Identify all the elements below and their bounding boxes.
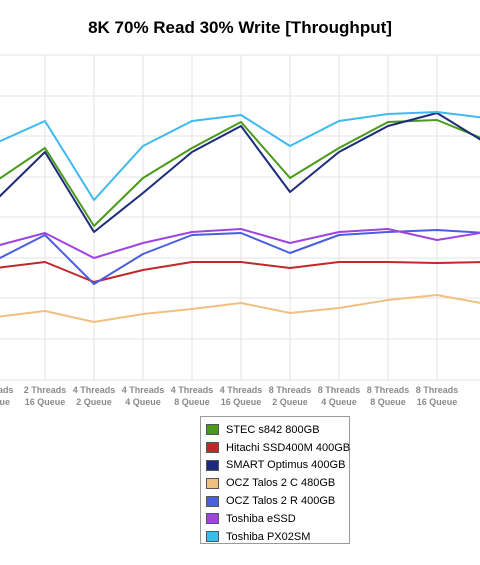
- legend-label: Toshiba eSSD: [226, 512, 296, 525]
- x-tick-label: 4 Threads: [220, 385, 263, 395]
- legend-label: SMART Optimus 400GB: [226, 459, 346, 472]
- legend-item: OCZ Talos 2 C 480GB: [206, 474, 349, 492]
- x-tick-label: 8 Threads: [416, 385, 459, 395]
- x-tick-label: 16 Queue: [417, 397, 458, 407]
- x-axis-labels: Threads Queue 2 Threads 16 Queue 4 Threads 2 …: [0, 385, 459, 407]
- x-tick-label: 2 Threads: [24, 385, 67, 395]
- x-tick-label: 4 Threads: [122, 385, 165, 395]
- x-tick-label: Queue: [0, 397, 10, 407]
- legend-item: SMART Optimus 400GB: [206, 457, 349, 475]
- legend-label: STEC s842 800GB: [226, 423, 320, 436]
- x-tick-label: 4 Threads: [73, 385, 116, 395]
- x-tick-label: 8 Threads: [318, 385, 361, 395]
- x-tick-label: 8 Queue: [370, 397, 406, 407]
- x-tick-label: Threads: [0, 385, 14, 395]
- legend-swatch: [206, 459, 219, 471]
- series-line-3: [0, 294, 480, 323]
- legend-label: Toshiba PX02SM: [226, 530, 311, 543]
- grid: [0, 54, 480, 381]
- chart-title: 8K 70% Read 30% Write [Throughput]: [88, 18, 392, 37]
- x-tick-label: 2 Queue: [76, 397, 112, 407]
- legend-item: OCZ Talos 2 R 400GB: [206, 492, 349, 510]
- legend-swatch: [206, 442, 219, 454]
- series-line-6: [0, 111, 480, 201]
- legend-label: Hitachi SSD400M 400GB: [226, 441, 351, 454]
- legend-item: Toshiba PX02SM: [206, 528, 349, 546]
- legend-swatch: [206, 477, 219, 489]
- legend-swatch: [206, 531, 219, 543]
- legend-swatch: [206, 513, 219, 525]
- legend-item: Toshiba eSSD: [206, 510, 349, 528]
- legend: STEC s842 800GB Hitachi SSD400M 400GB SMAR…: [200, 416, 350, 544]
- series-line-5: [0, 228, 480, 259]
- x-tick-label: 8 Threads: [367, 385, 410, 395]
- x-tick-label: 4 Threads: [171, 385, 214, 395]
- x-tick-label: 16 Queue: [221, 397, 262, 407]
- legend-item: Hitachi SSD400M 400GB: [206, 439, 351, 457]
- legend-swatch: [206, 424, 219, 436]
- x-tick-label: 2 Queue: [272, 397, 308, 407]
- legend-label: OCZ Talos 2 C 480GB: [226, 477, 336, 490]
- x-tick-label: 4 Queue: [125, 397, 161, 407]
- series-line-1: [0, 261, 480, 283]
- x-tick-label: 16 Queue: [25, 397, 66, 407]
- x-tick-label: 4 Queue: [321, 397, 357, 407]
- x-tick-label: 8 Threads: [269, 385, 312, 395]
- legend-swatch: [206, 495, 219, 507]
- x-tick-label: 8 Queue: [174, 397, 210, 407]
- legend-label: OCZ Talos 2 R 400GB: [226, 495, 336, 508]
- series-lines: [0, 111, 480, 323]
- series-line-2: [0, 112, 480, 233]
- legend-item: STEC s842 800GB: [206, 421, 349, 439]
- series-line-4: [0, 229, 480, 285]
